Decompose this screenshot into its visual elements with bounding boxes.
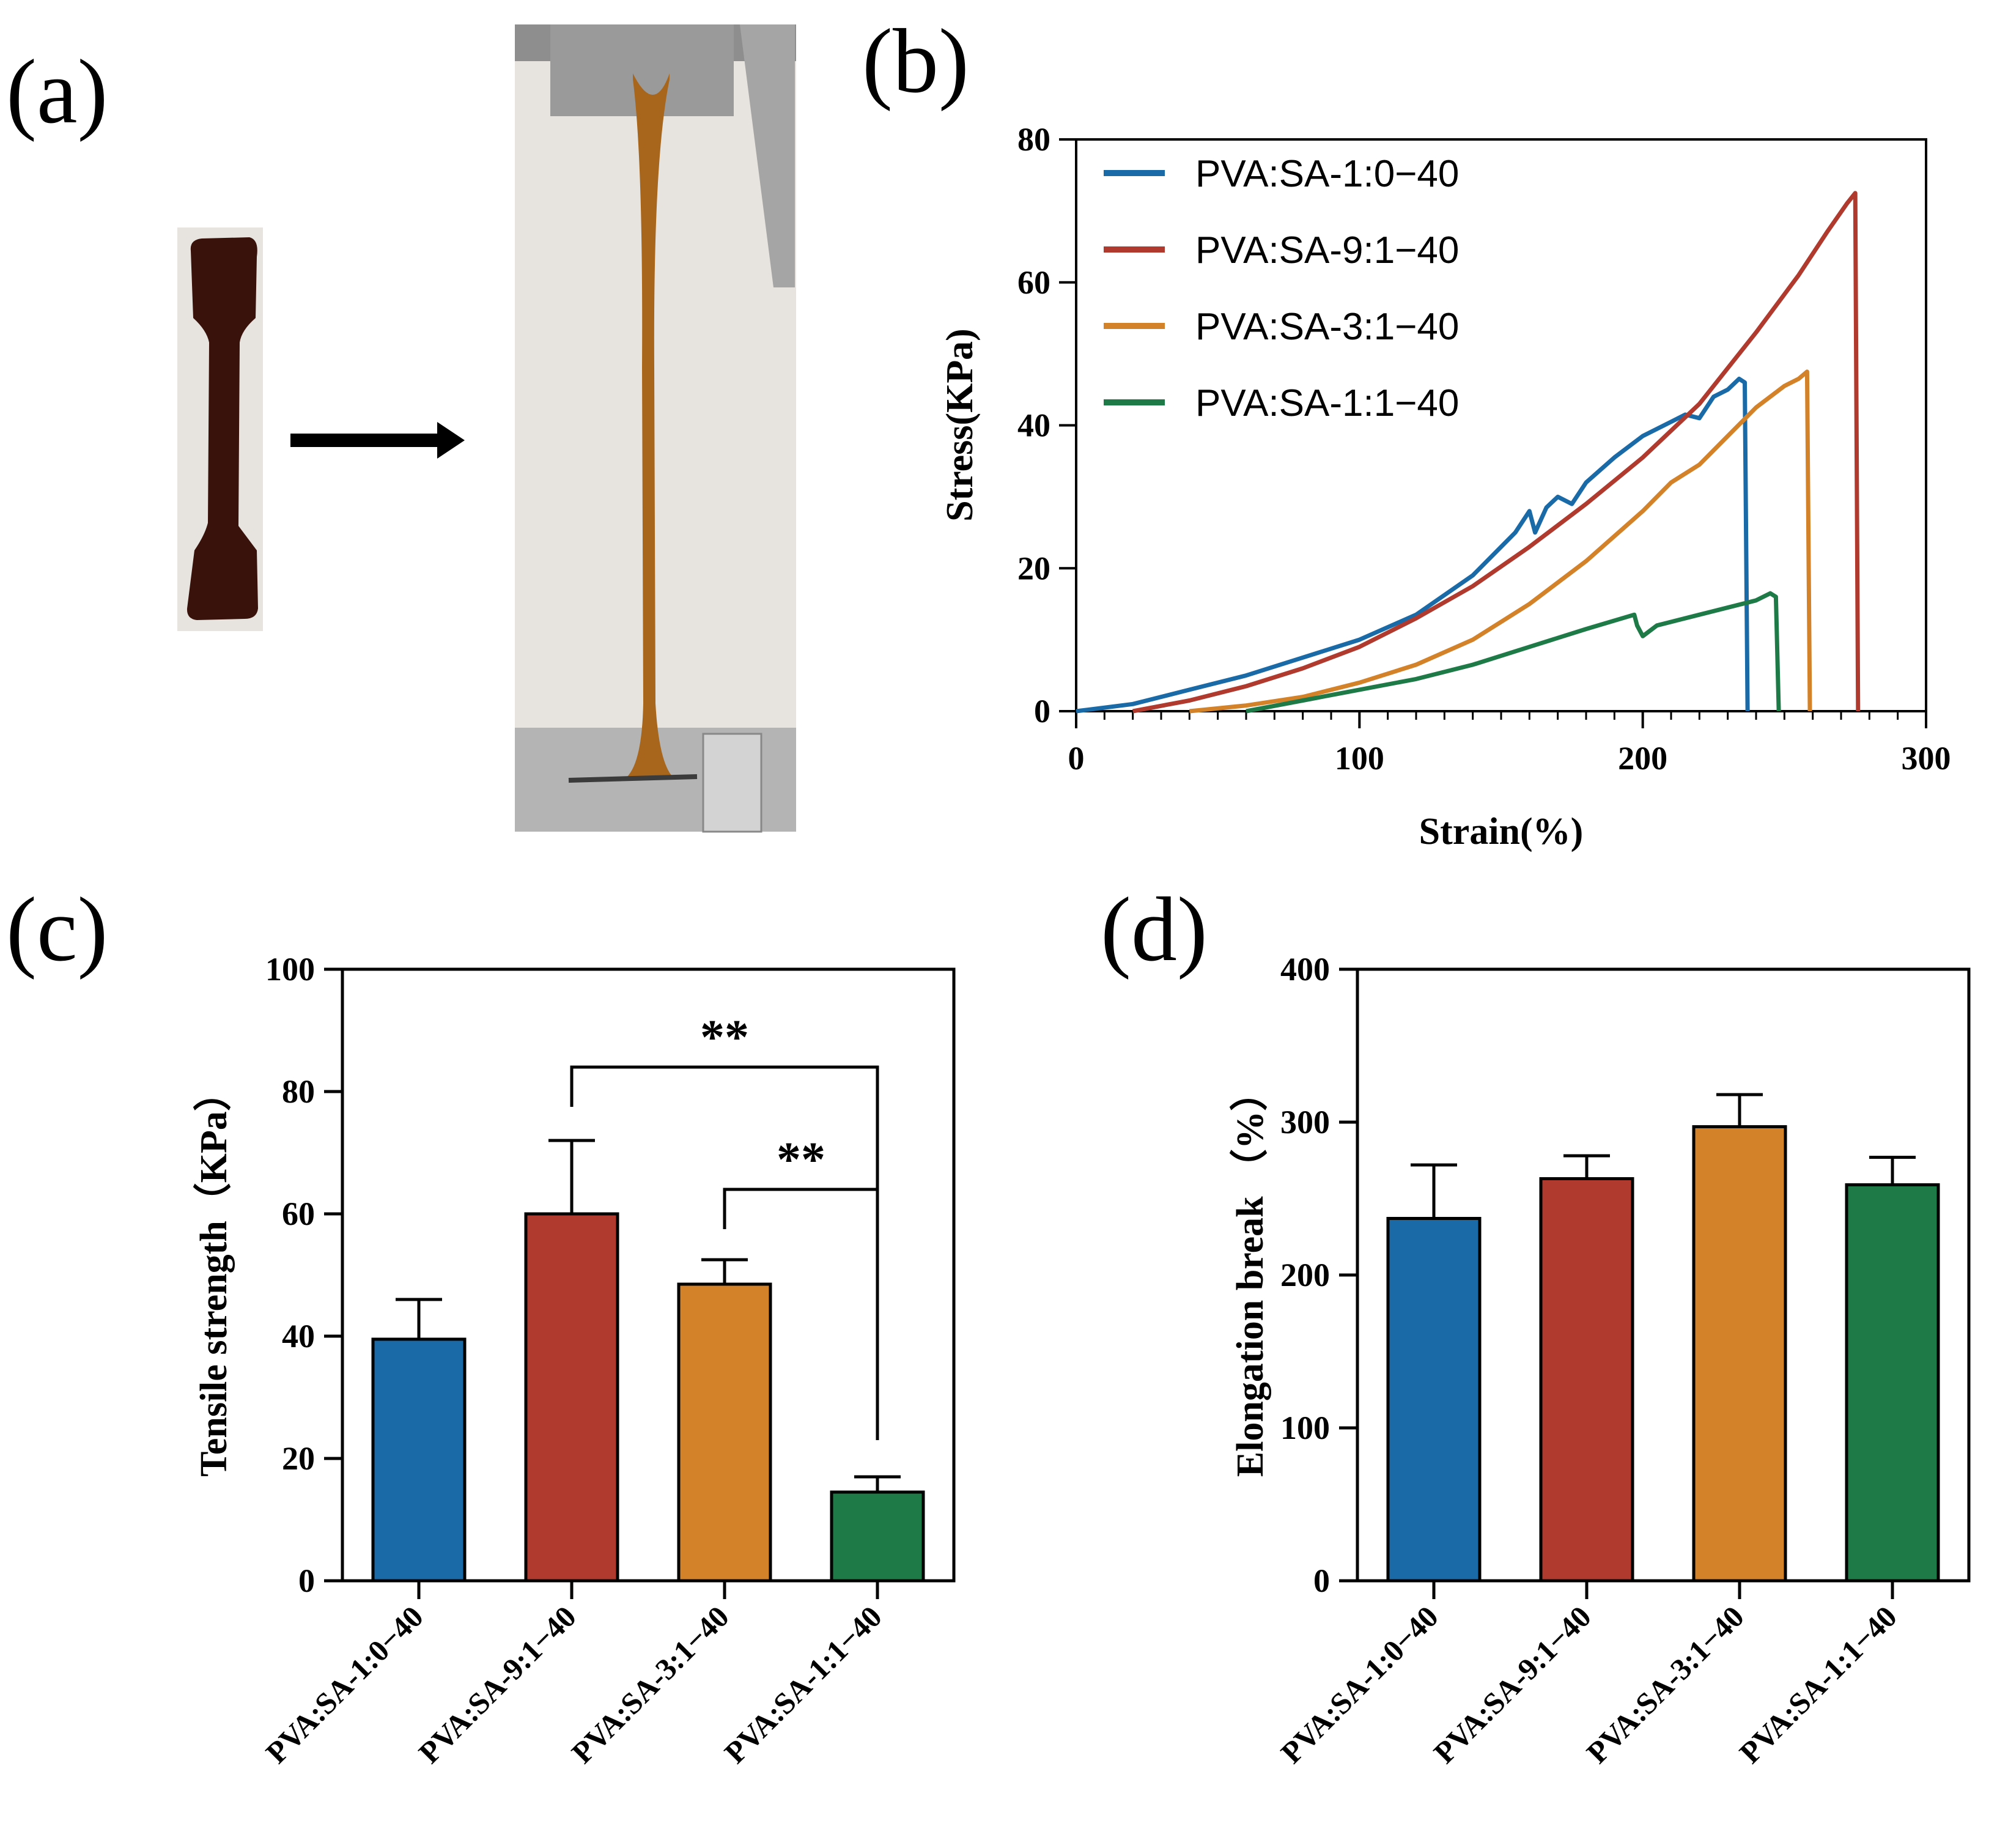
y-tick-label: 100 — [265, 951, 315, 988]
lower-bolt — [702, 733, 762, 833]
y-tick-label: 100 — [1280, 1410, 1330, 1446]
x-tick-label: 0 — [1068, 740, 1085, 777]
y-tick-label: 40 — [1017, 407, 1050, 444]
bar — [1845, 1183, 1940, 1583]
panel-a-label: (a) — [6, 41, 108, 142]
series-line — [1132, 191, 1861, 714]
y-tick-label: 0 — [298, 1562, 315, 1599]
x-axis-title: Strain(%) — [1419, 811, 1584, 852]
category-label: PVA:SA-3:1−40 — [1580, 1599, 1751, 1770]
y-tick-label: 60 — [282, 1196, 315, 1232]
bar — [830, 1490, 925, 1583]
series-line — [1246, 591, 1781, 714]
x-tick-label: 100 — [1335, 740, 1384, 777]
arrow-head-icon — [437, 422, 465, 459]
bar — [1386, 1217, 1482, 1583]
legend-label: PVA:SA-1:0−40 — [1195, 153, 1459, 195]
elongation-chart: 0100200300400PVA:SA-1:0−40PVA:SA-9:1−40P… — [1228, 951, 1971, 1770]
x-tick-label: 300 — [1902, 740, 1951, 777]
legend-label: PVA:SA-3:1−40 — [1195, 306, 1459, 348]
category-label: PVA:SA-3:1−40 — [565, 1599, 736, 1770]
bar — [524, 1212, 619, 1583]
bar — [1692, 1125, 1787, 1583]
significance-bracket — [723, 1188, 879, 1440]
stretched-specimen — [624, 73, 676, 780]
category-label: PVA:SA-1:1−40 — [718, 1599, 888, 1770]
y-tick-label: 0 — [1313, 1562, 1330, 1599]
y-axis-title: Stress(KPa) — [939, 328, 981, 522]
y-tick-label: 20 — [282, 1440, 315, 1477]
legend-label: PVA:SA-9:1−40 — [1195, 229, 1459, 272]
category-label: PVA:SA-1:0−40 — [259, 1599, 430, 1770]
panel-d-label: (d) — [1101, 879, 1208, 980]
series-line — [1076, 377, 1750, 714]
bar-marks: 0100200300400PVA:SA-1:0−40PVA:SA-9:1−40P… — [1274, 951, 1940, 1770]
machine-rod — [740, 24, 795, 287]
panel-a-photo — [177, 24, 796, 833]
y-tick-label: 20 — [1017, 550, 1050, 586]
stress-strain-chart: 0 100 200 300 0 20 40 60 80 Strain(%) Stress(KPa… — [939, 121, 1951, 852]
y-axis-title: Elongation break （%） — [1228, 1073, 1271, 1477]
panel-c-label: (c) — [6, 879, 108, 980]
series-lines — [1076, 191, 1861, 714]
specimen-base-line — [568, 774, 698, 783]
y-tick-label: 400 — [1280, 951, 1330, 988]
unstretched-specimen — [186, 237, 258, 620]
x-tick-label: 200 — [1618, 740, 1667, 777]
y-tick-label: 40 — [282, 1318, 315, 1355]
legend-label: PVA:SA-1:1−40 — [1195, 382, 1459, 424]
bar — [677, 1282, 772, 1583]
y-tick-label: 200 — [1280, 1257, 1330, 1293]
panel-b-label: (b) — [862, 10, 969, 112]
tensile-strength-chart: 020406080100PVA:SA-1:0−40PVA:SA-9:1−40PV… — [192, 951, 956, 1770]
bar — [371, 1337, 467, 1583]
plot-frame — [341, 967, 956, 1583]
y-tick-label: 60 — [1017, 264, 1050, 301]
bar-marks: 020406080100PVA:SA-1:0−40PVA:SA-9:1−40PV… — [259, 951, 925, 1770]
bar — [1539, 1177, 1634, 1583]
y-tick-label: 80 — [1017, 121, 1050, 158]
plot-frame — [1075, 138, 1927, 712]
significance-label: ** — [700, 1011, 749, 1065]
axis-ticks: 0 100 200 300 0 20 40 60 80 — [1017, 121, 1951, 777]
series-line — [1189, 369, 1812, 714]
category-label: PVA:SA-9:1−40 — [1427, 1599, 1598, 1770]
significance-label: ** — [777, 1133, 825, 1187]
significance-bracket — [570, 1065, 879, 1232]
y-tick-label: 0 — [1034, 693, 1050, 730]
category-label: PVA:SA-1:1−40 — [1733, 1599, 1903, 1770]
category-label: PVA:SA-9:1−40 — [412, 1599, 583, 1770]
y-tick-label: 300 — [1280, 1104, 1330, 1140]
y-axis-title: Tensile strength（KPa） — [192, 1073, 235, 1477]
y-tick-label: 80 — [282, 1073, 315, 1110]
legend: PVA:SA-1:0−40 PVA:SA-9:1−40 PVA:SA-3:1−40 P… — [1104, 153, 1459, 424]
category-label: PVA:SA-1:0−40 — [1274, 1599, 1445, 1770]
